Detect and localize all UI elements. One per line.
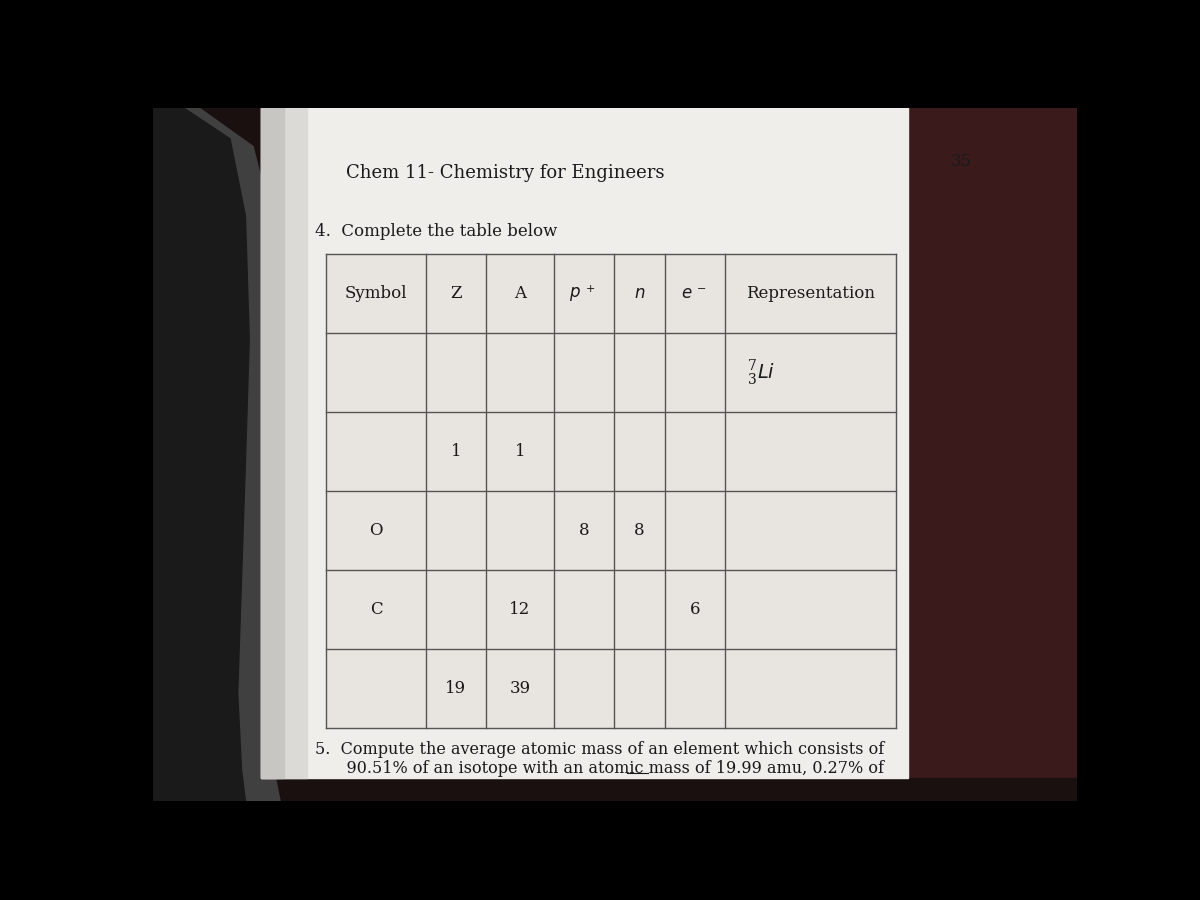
Text: +: +	[586, 284, 595, 294]
Text: A: A	[514, 285, 526, 302]
Polygon shape	[154, 778, 1078, 801]
Text: 7: 7	[748, 359, 756, 373]
Text: 5.  Compute the average atomic mass of an element which consists of: 5. Compute the average atomic mass of an…	[314, 741, 884, 758]
Text: C: C	[370, 601, 383, 618]
Text: Z: Z	[450, 285, 462, 302]
Polygon shape	[445, 108, 785, 216]
Polygon shape	[260, 108, 907, 778]
Text: $Li$: $Li$	[757, 364, 775, 382]
Text: $n$: $n$	[634, 285, 646, 302]
Text: 8: 8	[635, 522, 644, 539]
Polygon shape	[260, 108, 284, 778]
Text: Symbol: Symbol	[344, 285, 407, 302]
Polygon shape	[907, 108, 1078, 801]
Text: Representation: Representation	[746, 285, 875, 302]
Text: $p$: $p$	[569, 284, 581, 302]
Text: 6: 6	[690, 601, 701, 618]
Polygon shape	[154, 108, 280, 801]
Polygon shape	[154, 108, 1078, 201]
Text: −: −	[697, 284, 706, 294]
Text: O: O	[370, 522, 383, 539]
Text: 1: 1	[450, 443, 461, 460]
Text: 90.51% of an isotope with an atomic mass of 19.99 amu, 0.27% of: 90.51% of an isotope with an atomic mass…	[326, 760, 884, 778]
Text: 8: 8	[578, 522, 589, 539]
Text: 12: 12	[509, 601, 530, 618]
Text: Chem 11- Chemistry for Engineers: Chem 11- Chemistry for Engineers	[346, 165, 664, 183]
Text: 39: 39	[510, 680, 530, 697]
Text: 35: 35	[950, 153, 972, 170]
Text: 4.  Complete the table below: 4. Complete the table below	[314, 222, 557, 239]
Polygon shape	[260, 108, 307, 778]
Polygon shape	[154, 108, 250, 801]
Text: 1: 1	[515, 443, 526, 460]
Text: 19: 19	[445, 680, 467, 697]
Text: $e$: $e$	[680, 285, 692, 302]
Text: 3: 3	[748, 373, 756, 387]
Polygon shape	[326, 255, 896, 728]
